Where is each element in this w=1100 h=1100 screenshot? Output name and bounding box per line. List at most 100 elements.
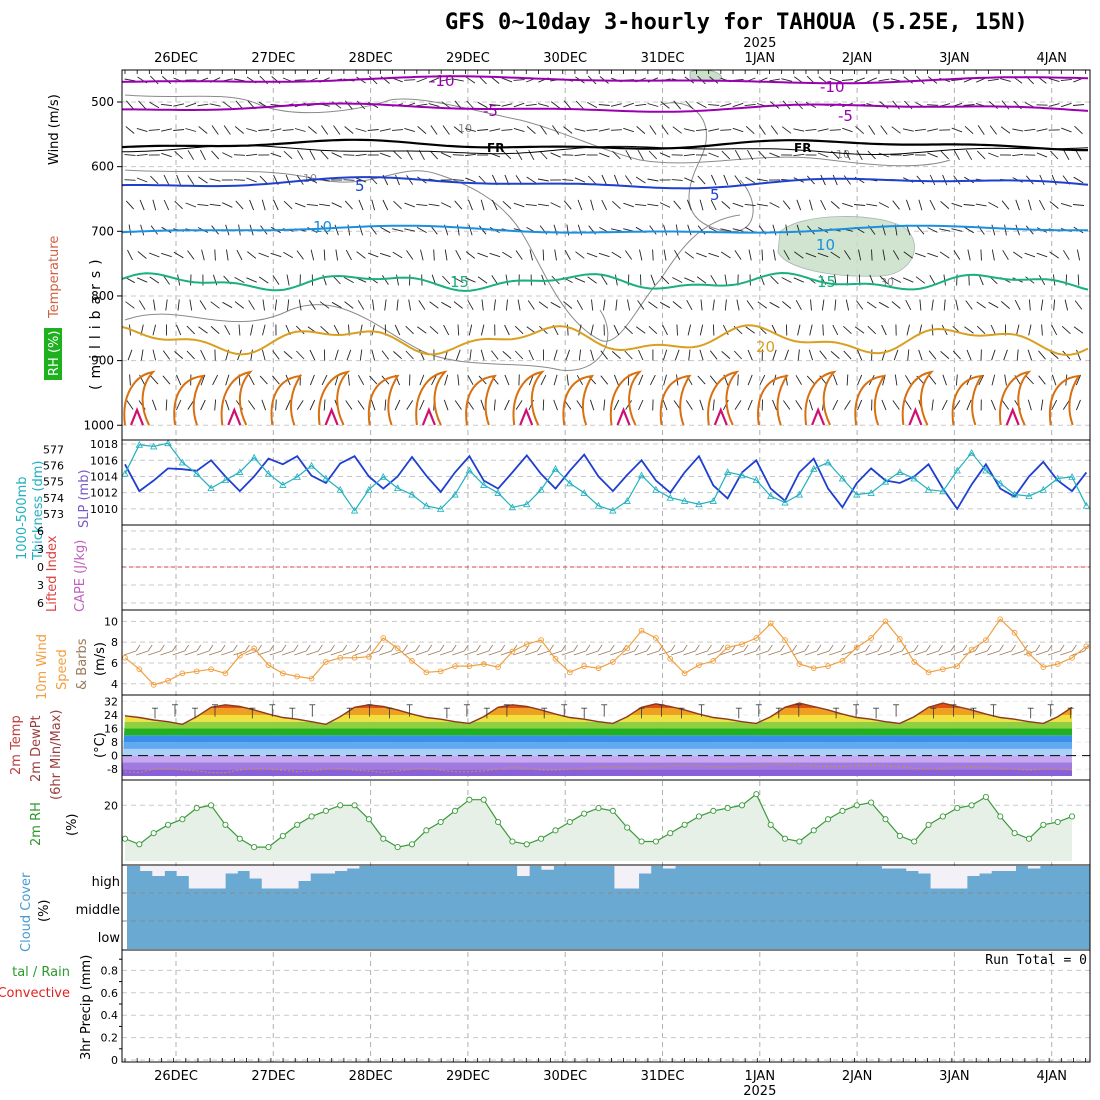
thickness-marker xyxy=(494,489,502,496)
thickness-marker xyxy=(293,473,301,480)
wind10m-barb-flag xyxy=(305,644,311,652)
wind-barb xyxy=(1024,252,1036,258)
wind-barb xyxy=(283,351,293,359)
wind10m-barb-flag xyxy=(427,644,433,652)
wind-barb xyxy=(405,350,414,360)
wind-barb xyxy=(502,150,512,160)
wind-barb xyxy=(685,100,694,110)
rh2m-marker xyxy=(796,838,803,845)
rh2m-marker xyxy=(466,796,473,803)
wind-barb xyxy=(866,77,877,83)
isotherm-25 xyxy=(609,370,643,426)
thickness-marker xyxy=(1053,474,1062,482)
isotherm-30 xyxy=(713,407,728,426)
thickness-marker xyxy=(810,465,818,472)
wind-barb xyxy=(796,199,802,211)
wind-barb xyxy=(867,150,876,160)
wind10m-barb-flag xyxy=(1047,644,1053,652)
wind10m-barb xyxy=(877,650,891,656)
isotherm-label: 10 xyxy=(816,236,835,254)
date-label-bottom: 26DEC xyxy=(154,1069,198,1084)
wind10m-speed-marker xyxy=(882,618,889,625)
wind-barb xyxy=(477,252,488,258)
wind-barb xyxy=(941,399,948,411)
wind10m-barb xyxy=(707,650,720,656)
freezing-label: FR xyxy=(794,141,811,155)
isotherm-25 xyxy=(757,374,789,426)
wind10m-speed-marker xyxy=(294,673,301,680)
wind-barb xyxy=(700,299,703,311)
wind-barb xyxy=(951,202,963,208)
wind-barb xyxy=(635,326,646,334)
wind-barb xyxy=(331,152,342,158)
wind-barb xyxy=(429,301,439,309)
wind-barb xyxy=(611,251,622,259)
precip-tick-label: 0.2 xyxy=(101,1032,119,1045)
wind-barb xyxy=(408,299,412,311)
wind-barb xyxy=(214,249,216,261)
wind-barb xyxy=(210,326,220,334)
wind10m-barb-flag xyxy=(609,644,615,652)
wind-barb xyxy=(939,251,950,259)
wind-barb xyxy=(505,274,509,286)
wind-barb xyxy=(225,399,230,411)
wind-barb xyxy=(504,374,510,386)
wind10m-speed-marker xyxy=(423,669,430,676)
wind-barb xyxy=(638,399,644,411)
wind-barb xyxy=(879,275,889,285)
wind-barb xyxy=(710,275,717,285)
pressure-tick-label: 700 xyxy=(91,224,114,238)
wind-barb xyxy=(391,129,404,131)
pressure-tick-label: 1000 xyxy=(83,418,114,432)
wind-barb xyxy=(355,177,367,183)
thickness-marker xyxy=(695,500,703,508)
wind-barb xyxy=(355,153,367,157)
wind-barb xyxy=(1048,77,1060,83)
wind-barb xyxy=(598,152,610,158)
wind-barb xyxy=(222,152,233,158)
wind10m-barb-flag xyxy=(439,644,445,652)
temp-tick-label: 0 xyxy=(111,750,118,763)
wind-barb xyxy=(441,101,451,109)
wind-barb xyxy=(991,249,995,261)
wind-barb xyxy=(249,199,255,211)
isotherm-30 xyxy=(324,407,339,426)
wind-barb xyxy=(1000,78,1011,82)
wind-barb xyxy=(721,201,731,209)
wind-barb xyxy=(844,149,851,161)
thickness-marker xyxy=(422,501,430,509)
wind10m-speed-marker xyxy=(968,646,975,653)
wind-barb xyxy=(1012,128,1024,132)
wind-barb xyxy=(513,127,525,133)
wind-barb xyxy=(129,374,131,386)
wind10m-barb xyxy=(926,650,939,656)
wind-barb xyxy=(186,350,195,360)
temp-band xyxy=(122,762,1073,770)
temp-band xyxy=(122,721,1073,729)
wind-barb xyxy=(721,150,731,160)
wind-barb xyxy=(173,129,185,131)
isotherm-30 xyxy=(811,407,826,426)
rh2m-marker xyxy=(781,835,789,842)
wind-barb xyxy=(430,125,438,135)
wind-barb xyxy=(881,324,887,336)
wind-barb xyxy=(625,250,633,260)
wind-barb xyxy=(830,201,840,209)
wind-barb xyxy=(138,100,147,110)
wind-barb xyxy=(552,125,560,135)
wind-barb xyxy=(794,251,804,259)
thickness-tick-label: 573 xyxy=(43,508,64,521)
wind-barb xyxy=(149,101,160,109)
wind-barb xyxy=(139,199,145,211)
wind-barb xyxy=(819,350,827,360)
wind-barb xyxy=(732,202,744,208)
cloud-gap xyxy=(200,866,214,889)
wind-barb xyxy=(343,179,355,181)
wind-barb xyxy=(1077,274,1080,286)
isotherm-label: 5 xyxy=(355,177,365,195)
wind10m-speed-marker xyxy=(236,652,243,659)
wind-barb xyxy=(844,250,851,260)
wind-barb xyxy=(554,249,557,261)
wind-barb xyxy=(453,126,463,134)
wind-barb xyxy=(162,350,171,360)
